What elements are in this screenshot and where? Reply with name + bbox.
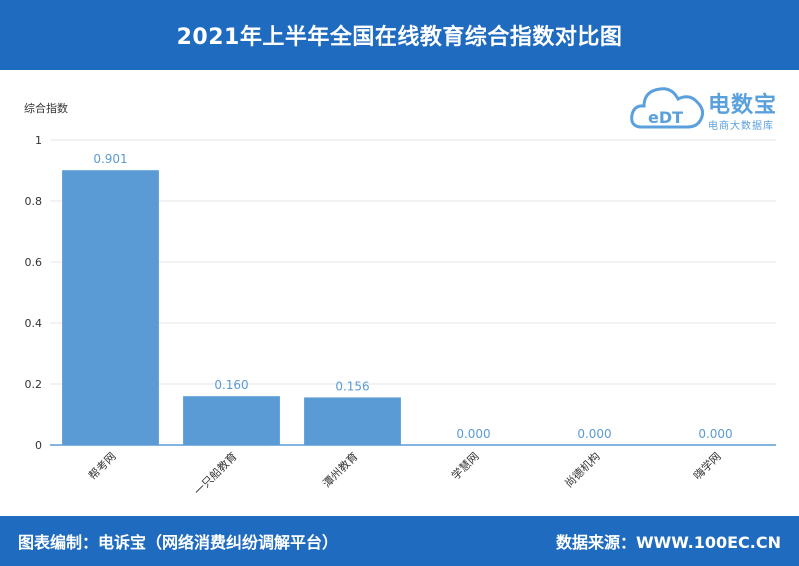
data-label: 0.000 (577, 427, 611, 441)
bar (62, 170, 159, 445)
chart-canvas: 综合指数 0 0.2 0.4 0.6 0.8 1 0.901 帮考网 0.160 一只船教育 0.15… (24, 101, 776, 498)
bar (183, 396, 280, 445)
data-label: 0.156 (335, 379, 369, 393)
logo-mark: eDT (648, 108, 683, 127)
header-bar: 2021年上半年全国在线教育综合指数对比图 (0, 0, 799, 70)
data-label: 0.901 (93, 152, 127, 166)
y-tick-label: 1 (35, 134, 42, 147)
x-tick-label: 帮考网 (86, 450, 119, 483)
y-tick-label: 0.6 (25, 256, 43, 269)
logo: eDT 电数宝 电商大数据库 (628, 75, 794, 139)
chart-title: 2021年上半年全国在线教育综合指数对比图 (176, 25, 623, 50)
x-tick-label: 学慧网 (448, 449, 481, 482)
data-label: 0.160 (214, 378, 248, 392)
footer-bar: 图表编制：电诉宝（网络消费纠纷调解平台） 数据来源：WWW.100EC.CN (0, 516, 799, 566)
footer-source: 数据来源：WWW.100EC.CN (555, 533, 781, 552)
y-tick-label: 0.2 (25, 378, 43, 391)
footer-credit: 图表编制：电诉宝（网络消费纠纷调解平台） (18, 533, 339, 552)
data-label: 0.000 (698, 427, 732, 441)
y-tick-label: 0 (35, 439, 42, 452)
logo-tagline: 电商大数据库 (708, 121, 774, 132)
cloud-logo-icon: eDT (630, 87, 705, 129)
x-tick-label: 潭州教育 (320, 449, 361, 490)
x-tick-label: 嗨学网 (690, 449, 723, 482)
bar-chart: 综合指数 0 0.2 0.4 0.6 0.8 1 0.901 帮考网 0.160 一只船教育 0.15… (0, 70, 799, 516)
y-axis-label: 综合指数 (24, 101, 68, 115)
bar (304, 397, 401, 445)
data-label: 0.000 (456, 427, 490, 441)
x-tick-label: 一只船教育 (191, 449, 240, 498)
x-tick-label: 尚德机构 (562, 449, 603, 490)
y-tick-label: 0.4 (25, 317, 43, 330)
y-tick-label: 0.8 (25, 195, 43, 208)
logo-brand: 电数宝 (708, 93, 778, 118)
